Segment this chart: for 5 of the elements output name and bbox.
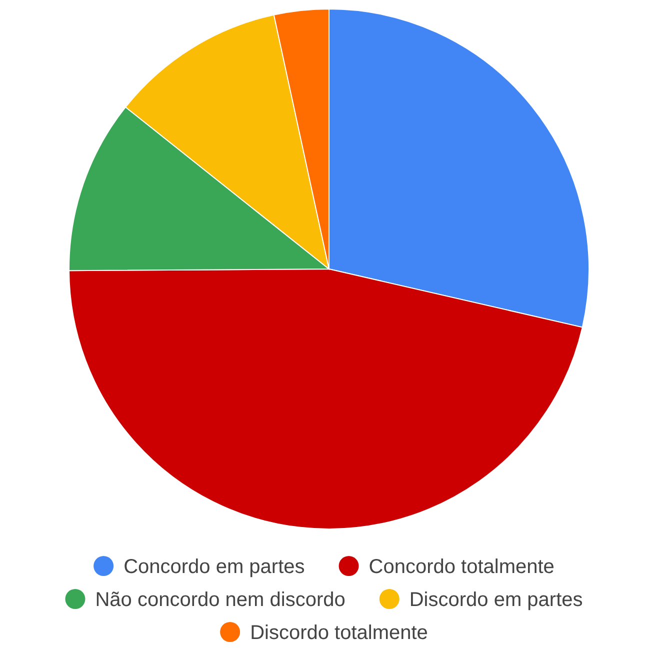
legend-label: Concordo em partes — [124, 556, 305, 578]
legend-label: Discordo em partes — [409, 589, 583, 611]
legend-label: Discordo totalmente — [250, 622, 428, 644]
legend-label: Concordo totalmente — [368, 556, 554, 578]
legend-label: Não concordo nem discordo — [95, 589, 346, 611]
